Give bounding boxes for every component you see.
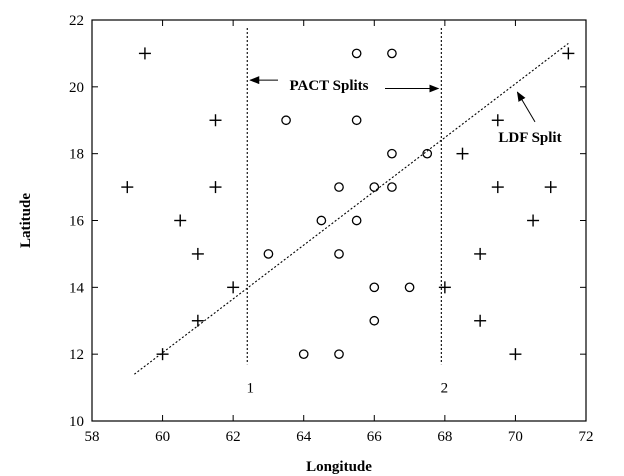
pact-splits-label: PACT Splits	[289, 78, 368, 94]
circle-point	[316, 215, 327, 226]
circle-point	[369, 282, 380, 293]
x-tick-label: 68	[437, 429, 452, 445]
y-tick-label: 18	[69, 147, 84, 163]
circle-point	[387, 148, 397, 159]
circle-point	[281, 115, 291, 126]
ldf-arrow	[516, 91, 536, 123]
circle-point	[334, 249, 344, 259]
x-axis-label: Longitude	[306, 459, 372, 475]
circle-point	[387, 48, 397, 59]
y-tick-label: 16	[69, 214, 85, 230]
plot-frame	[91, 19, 587, 422]
circle-point	[298, 349, 309, 360]
plus-point	[191, 247, 204, 260]
plus-point	[474, 314, 487, 327]
plus-point	[562, 47, 575, 60]
y-tick-label: 14	[69, 280, 85, 296]
y-tick-label: 22	[69, 13, 84, 29]
plus-point	[474, 247, 487, 260]
plus-point	[138, 47, 151, 60]
plus-point	[491, 114, 504, 127]
plus-point	[209, 114, 222, 127]
x-tick-label: 58	[85, 429, 100, 445]
x-tick-label: 62	[226, 429, 241, 445]
circle-point	[369, 315, 380, 326]
y-tick-label: 20	[69, 80, 84, 96]
ldf-split-label: LDF Split	[498, 130, 561, 146]
circle-point	[422, 148, 433, 159]
x-tick-label: 70	[508, 429, 523, 445]
plus-point	[121, 181, 134, 194]
pact-split-number: 1	[247, 381, 255, 397]
x-tick-label: 64	[296, 429, 312, 445]
y-axis-label: Latitude	[18, 193, 34, 248]
x-tick-label: 60	[155, 429, 170, 445]
plus-point	[509, 348, 522, 361]
plus-point	[156, 348, 169, 361]
circle-point	[387, 182, 397, 192]
circle-point	[334, 182, 344, 192]
circle-point	[404, 282, 415, 293]
circle-point	[369, 182, 380, 192]
plus-point	[209, 181, 222, 194]
y-tick-label: 12	[69, 347, 84, 363]
plus-point	[438, 281, 451, 294]
plus-point	[456, 147, 469, 160]
plus-point	[527, 214, 540, 227]
data-points	[121, 47, 575, 361]
circle-point	[263, 249, 274, 259]
circle-point	[351, 215, 362, 226]
plus-point	[227, 281, 240, 294]
plus-point	[491, 181, 504, 194]
plus-point	[174, 214, 187, 227]
annotations: PACT Splits LDF Split	[249, 76, 562, 146]
circle-point	[351, 48, 362, 59]
circle-point	[351, 115, 362, 126]
circle-point	[334, 349, 344, 360]
plus-point	[191, 314, 204, 327]
y-tick-label: 10	[69, 414, 84, 430]
plus-point	[544, 181, 557, 194]
ldf-split-line	[134, 42, 569, 375]
pact-split-number: 2	[441, 381, 449, 397]
x-tick-label: 66	[367, 429, 383, 445]
x-tick-label: 72	[579, 429, 594, 445]
